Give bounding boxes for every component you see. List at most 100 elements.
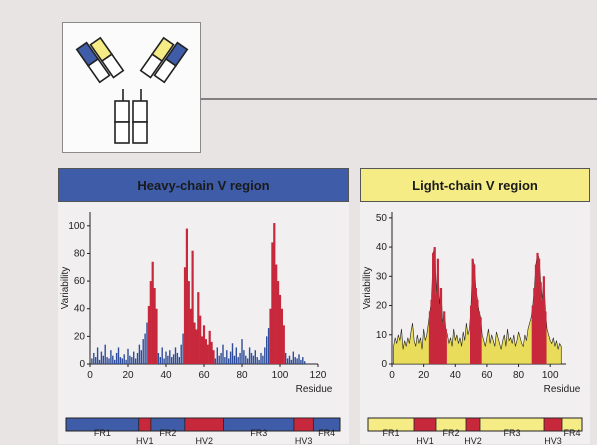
- segment-label: FR2: [159, 428, 176, 438]
- variability-bar: [222, 344, 224, 364]
- variability-bar: [117, 347, 120, 364]
- variability-bar: [435, 293, 438, 364]
- segment-label: HV2: [464, 436, 482, 444]
- variability-bar: [161, 347, 163, 364]
- segment-label: FR1: [94, 428, 111, 438]
- variability-bar: [129, 355, 131, 364]
- variability-bar: [127, 348, 129, 364]
- variability-bar: [228, 358, 230, 364]
- variability-bar: [250, 352, 253, 364]
- variability-bar: [252, 355, 255, 364]
- variability-bar: [237, 357, 239, 364]
- y-tick-label: 60: [74, 276, 86, 287]
- variability-bar: [254, 350, 256, 364]
- variability-bar: [243, 350, 245, 364]
- variability-bar: [428, 311, 432, 364]
- variability-bar: [542, 276, 545, 364]
- variability-bar: [273, 223, 276, 364]
- hv-segment: [543, 417, 563, 432]
- variability-bar: [112, 355, 114, 364]
- variability-bar: [204, 339, 207, 364]
- variability-bar: [247, 358, 249, 364]
- variability-bar: [153, 288, 156, 364]
- variability-bar: [165, 351, 167, 364]
- variability-bar: [239, 352, 241, 364]
- variability-bar: [151, 261, 154, 364]
- x-tick-label: 40: [160, 370, 172, 381]
- variability-bar: [229, 351, 232, 364]
- variability-bar: [195, 329, 198, 364]
- y-tick-label: 20: [74, 331, 86, 342]
- light-chain-panel: Light-chain V region 0 10 20 30 40 50 0 20 40 60 8…: [360, 168, 590, 444]
- variability-bar: [443, 311, 446, 364]
- y-tick-label: 50: [376, 213, 388, 224]
- variability-bar: [149, 281, 152, 364]
- variability-bar: [430, 299, 433, 364]
- variability-bar: [300, 359, 302, 364]
- variability-bar: [218, 355, 220, 364]
- variability-bar: [144, 333, 146, 364]
- variability-bar: [142, 339, 144, 364]
- variability-bar: [155, 308, 158, 364]
- segment-label: FR4: [563, 428, 580, 438]
- variability-bar: [182, 333, 184, 364]
- variability-bar: [433, 247, 436, 364]
- variability-bar: [267, 328, 270, 364]
- variability-bar: [208, 330, 211, 364]
- variability-bar: [140, 350, 142, 364]
- variability-bar: [121, 358, 123, 364]
- variability-bar: [138, 344, 141, 364]
- variability-bar: [432, 252, 435, 364]
- segment-label: HV3: [544, 436, 562, 444]
- variability-bar: [260, 352, 262, 364]
- hv-segment: [293, 417, 314, 432]
- variability-bar: [178, 357, 180, 364]
- y-tick-label: 40: [74, 304, 86, 315]
- variability-bar: [536, 252, 539, 364]
- variability-bar: [167, 355, 169, 364]
- variability-bar: [275, 264, 278, 364]
- variability-bar: [538, 258, 541, 364]
- variability-bar: [147, 305, 150, 364]
- variability-bar: [224, 357, 226, 364]
- variability-bar: [292, 351, 294, 364]
- variability-bar: [114, 359, 116, 364]
- variability-bar: [269, 308, 272, 364]
- variability-bar: [220, 352, 222, 364]
- variability-bar: [290, 359, 293, 364]
- variability-bar: [304, 361, 306, 364]
- variability-bar: [534, 264, 538, 364]
- variability-bar: [241, 339, 243, 364]
- segment-label: HV2: [195, 436, 213, 444]
- variability-bar: [286, 358, 289, 364]
- variability-bar: [115, 352, 118, 364]
- variability-bar: [533, 288, 536, 364]
- x-axis-label: Residue: [544, 384, 581, 395]
- variability-bar: [95, 357, 97, 364]
- variability-bar: [172, 354, 175, 364]
- variability-bar: [531, 305, 534, 364]
- variability-bar: [174, 347, 177, 364]
- variability-bar: [214, 358, 217, 364]
- variability-bar: [180, 344, 182, 364]
- variability-bar: [231, 343, 234, 364]
- variability-bar: [183, 267, 187, 364]
- variability-bar: [285, 352, 287, 364]
- y-tick-label: 40: [376, 242, 388, 253]
- x-tick-label: 100: [272, 370, 289, 381]
- variability-bar: [110, 350, 112, 364]
- x-tick-label: 80: [513, 370, 525, 381]
- variability-bar: [123, 354, 125, 364]
- variability-bar: [294, 357, 296, 364]
- y-tick-label: 80: [74, 248, 86, 259]
- variability-bar: [185, 228, 188, 364]
- variability-bar: [131, 357, 133, 364]
- section-divider: [62, 98, 597, 100]
- x-axis-label: Residue: [296, 384, 333, 395]
- variability-bar: [136, 352, 139, 364]
- y-tick-label: 30: [376, 271, 388, 282]
- variability-bar: [271, 242, 274, 364]
- variability-bar: [436, 258, 439, 364]
- variability-bar: [100, 351, 103, 364]
- y-axis-label: Variability: [362, 267, 373, 310]
